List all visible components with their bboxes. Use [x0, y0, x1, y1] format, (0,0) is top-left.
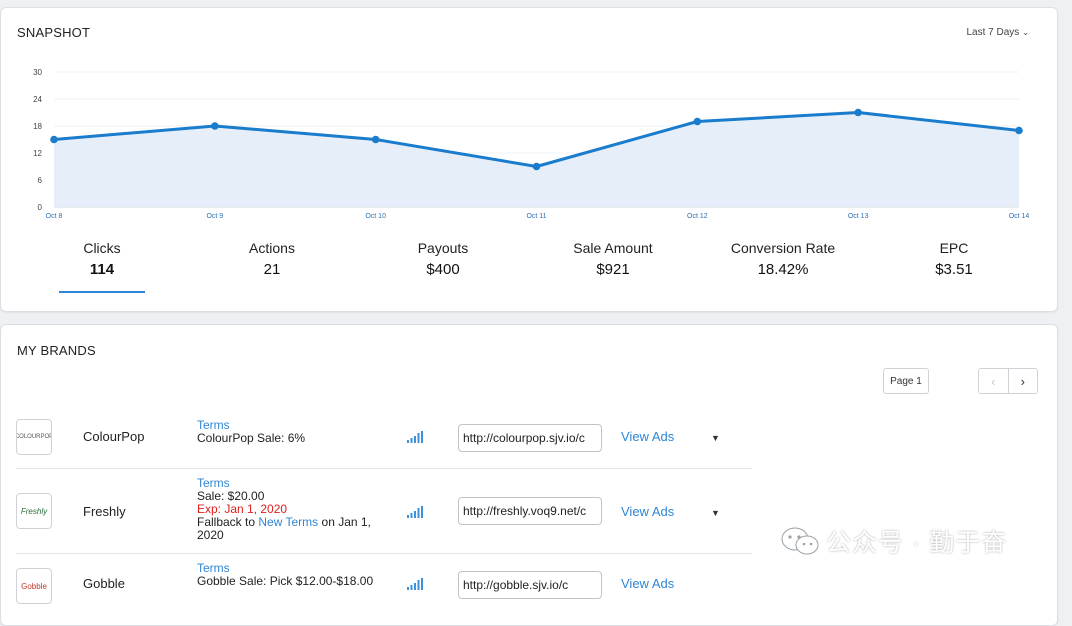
- tracking-url-input[interactable]: http://colourpop.sjv.io/c: [458, 424, 602, 452]
- data-point: [693, 117, 702, 126]
- expand-caret-icon[interactable]: ▼: [711, 433, 720, 443]
- date-range-label: Last 7 Days: [966, 27, 1020, 38]
- brand-row: COLOURPOP ColourPop Terms ColourPop Sale…: [16, 408, 752, 469]
- fallback-prefix: Fallback to: [197, 515, 256, 529]
- data-point: [211, 122, 219, 130]
- terms-link[interactable]: Terms: [197, 476, 230, 490]
- data-point: [532, 162, 541, 171]
- y-tick-label: 30: [33, 68, 42, 77]
- signal-icon: [407, 506, 423, 518]
- y-tick-label: 6: [38, 176, 43, 185]
- brand-logo: Freshly: [16, 493, 52, 529]
- metric-label: Clicks: [83, 240, 121, 256]
- new-terms-link[interactable]: New Terms: [258, 515, 319, 529]
- brand-name[interactable]: Freshly: [83, 504, 126, 519]
- watermark: 公众号 · 勤于奋: [780, 523, 1007, 559]
- y-tick-label: 0: [38, 203, 43, 212]
- metric-value: $921: [596, 261, 630, 278]
- view-ads-link[interactable]: View Ads: [621, 504, 675, 519]
- y-tick-label: 18: [33, 122, 42, 131]
- brand-logo: Gobble: [16, 568, 52, 604]
- terms-fallback: Fallback to New Terms on Jan 1, 2020: [197, 516, 382, 542]
- metric-value: $400: [426, 261, 460, 278]
- terms-line: Sale: $20.00: [197, 489, 265, 503]
- y-tick-label: 24: [33, 95, 42, 104]
- data-point: [371, 135, 380, 144]
- x-tick-label: Oct 9: [206, 213, 223, 220]
- terms-link[interactable]: Terms: [197, 561, 230, 575]
- metric-sale-amount[interactable]: Sale Amount $921: [528, 240, 698, 278]
- x-tick-label: Oct 8: [46, 213, 63, 220]
- terms-link[interactable]: Terms: [197, 418, 230, 432]
- metric-value: 18.42%: [757, 261, 809, 278]
- data-point: [854, 108, 862, 117]
- date-range-dropdown[interactable]: Last 7 Days ⌄: [966, 27, 1029, 38]
- x-tick-label: Oct 12: [687, 213, 708, 220]
- metric-actions[interactable]: Actions 21: [187, 240, 357, 278]
- brand-logo: COLOURPOP: [16, 419, 52, 455]
- metric-value: $3.51: [935, 261, 973, 278]
- wechat-icon: [781, 527, 819, 555]
- brand-row: Gobble Gobble Terms Gobble Sale: Pick $1…: [16, 554, 752, 614]
- view-ads-link[interactable]: View Ads: [621, 429, 675, 444]
- metric-clicks[interactable]: Clicks 114: [17, 240, 187, 278]
- series-area: [54, 112, 1019, 207]
- metric-epc[interactable]: EPC $3.51: [869, 240, 1039, 278]
- tracking-url-input[interactable]: http://freshly.voq9.net/c: [458, 497, 602, 525]
- fallback-suffix: on Jan 1, 2020: [197, 515, 371, 542]
- snapshot-title: SNAPSHOT: [17, 25, 91, 40]
- metric-label: Payouts: [417, 240, 469, 256]
- brand-name[interactable]: ColourPop: [83, 429, 145, 444]
- tracking-url-input[interactable]: http://gobble.sjv.io/c: [458, 571, 602, 599]
- y-tick-label: 12: [33, 149, 42, 158]
- expand-caret-icon[interactable]: ▼: [711, 508, 720, 518]
- terms-line: ColourPop Sale: 6%: [197, 431, 306, 445]
- brands-title: MY BRANDS: [17, 343, 96, 358]
- brand-terms: Terms ColourPop Sale: 6%: [197, 419, 397, 445]
- signal-icon: [407, 431, 423, 443]
- metric-label: Actions: [249, 240, 295, 256]
- x-tick-label: Oct 10: [365, 213, 386, 220]
- x-tick-label: Oct 11: [526, 213, 546, 220]
- x-tick-label: Oct 13: [848, 213, 869, 220]
- chevron-down-icon: ⌄: [1022, 28, 1029, 37]
- terms-expiry: Exp: Jan 1, 2020: [197, 502, 288, 516]
- chevron-left-icon[interactable]: ‹: [979, 369, 1009, 393]
- chevron-right-icon[interactable]: ›: [1020, 373, 1025, 389]
- brand-row: Freshly Freshly Terms Sale: $20.00 Exp: …: [16, 469, 752, 554]
- metric-label: Sale Amount: [573, 240, 653, 256]
- pagination: ‹ ›: [978, 368, 1038, 394]
- x-tick-label: Oct 14: [1009, 213, 1030, 220]
- brand-terms: Terms Gobble Sale: Pick $12.00-$18.00: [197, 562, 397, 588]
- metric-label: EPC: [939, 240, 969, 256]
- active-metric-underline: [59, 291, 145, 293]
- metric-payouts[interactable]: Payouts $400: [358, 240, 528, 278]
- metric-label: Conversion Rate: [730, 240, 836, 256]
- metric-value: 114: [89, 261, 115, 278]
- signal-icon: [407, 578, 423, 590]
- metric-conversion-rate[interactable]: Conversion Rate 18.42%: [698, 240, 868, 278]
- metric-value: 21: [263, 261, 281, 278]
- snapshot-card: SNAPSHOT Last 7 Days ⌄ 0 6 12 18 24 30 Oct 8 Oct…: [0, 7, 1058, 312]
- view-ads-link[interactable]: View Ads: [621, 576, 675, 591]
- watermark-text: 公众号 · 勤于奋: [826, 529, 1008, 557]
- brand-terms: Terms Sale: $20.00 Exp: Jan 1, 2020 Fall…: [197, 477, 397, 542]
- data-point: [1015, 126, 1023, 135]
- page-indicator[interactable]: Page 1: [883, 368, 929, 394]
- clicks-chart: 0 6 12 18 24 30 Oct 8 Oct 9 Oct 10 Oct 11 Oct 12 Oc…: [33, 68, 1030, 220]
- data-point: [50, 135, 58, 144]
- brand-name[interactable]: Gobble: [83, 576, 125, 591]
